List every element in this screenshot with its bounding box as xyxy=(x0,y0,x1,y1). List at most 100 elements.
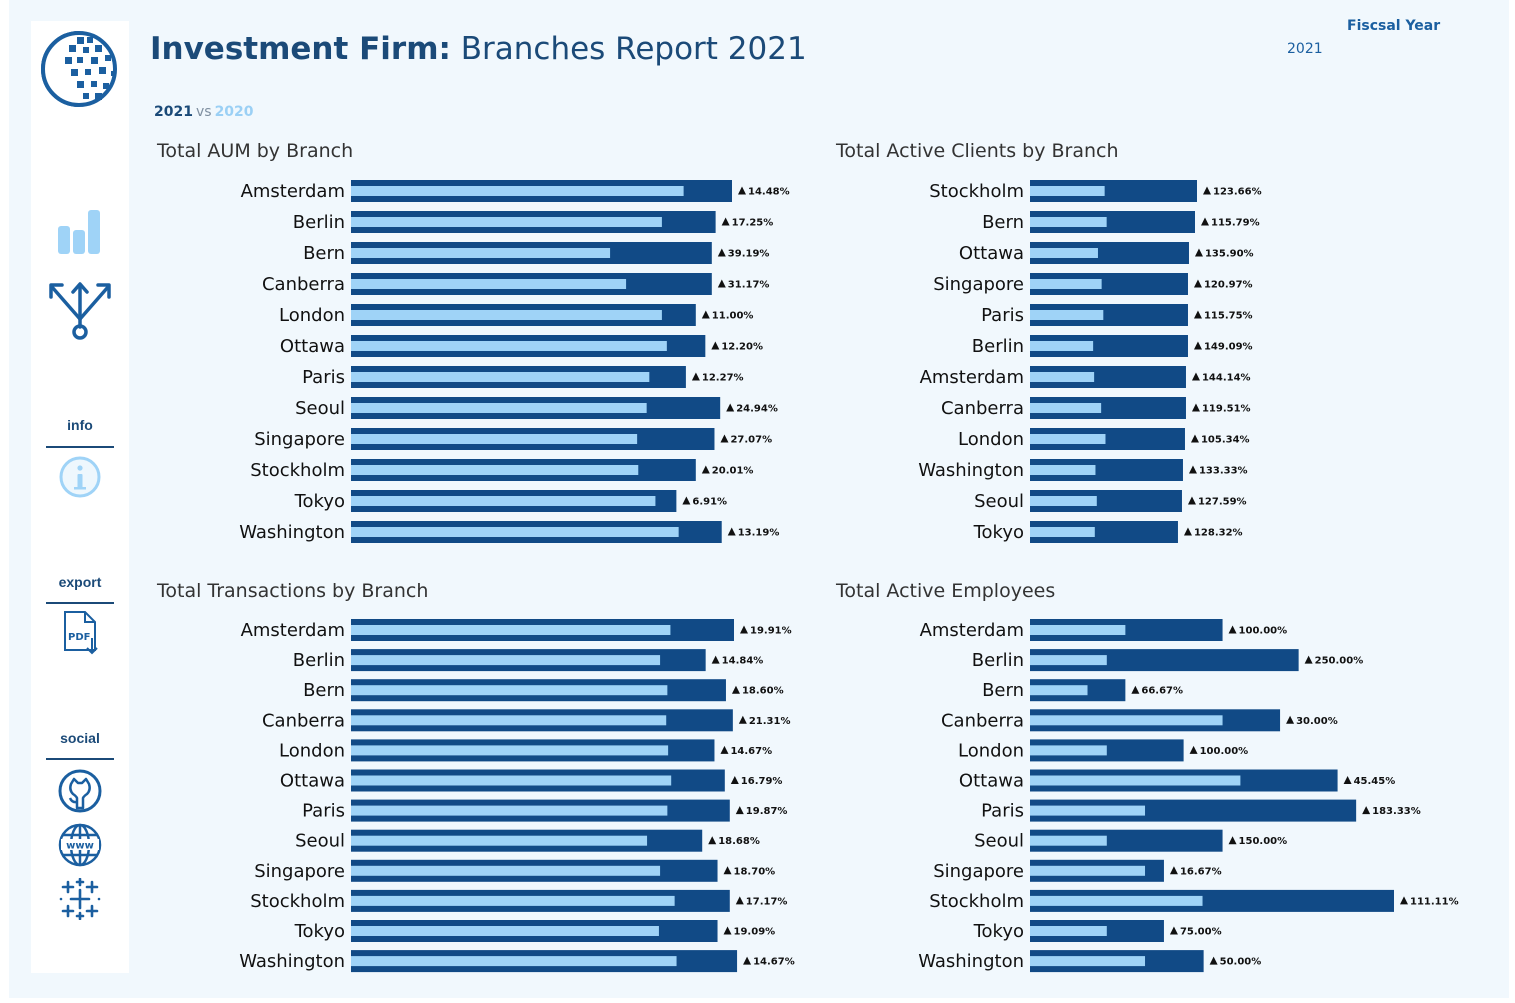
employees-paris-change-label: 183.33% xyxy=(1372,806,1421,817)
aum-seoul-bar-2020[interactable] xyxy=(351,403,647,413)
transactions-washington-category-label: Washington xyxy=(239,951,345,972)
employees-canberra-bar-2020[interactable] xyxy=(1030,715,1223,726)
employees-singapore-bar-2020[interactable] xyxy=(1030,865,1146,876)
employees-amsterdam-bar-2020[interactable] xyxy=(1030,625,1126,635)
transactions-tokyo-bar-2020[interactable] xyxy=(351,926,659,936)
employees-bern-increase-icon xyxy=(1131,685,1140,694)
employees-stockholm-bar-2020[interactable] xyxy=(1030,895,1203,906)
clients-canberra-category-label: Canberra xyxy=(941,398,1024,419)
employees-washington-bar-2020[interactable] xyxy=(1030,956,1146,967)
transactions-washington-increase-icon xyxy=(743,956,752,965)
employees-london-bar-2020[interactable] xyxy=(1030,745,1107,756)
page-title-report: Branches Report 2021 xyxy=(450,31,807,67)
clients-seoul-bar-2021[interactable] xyxy=(1030,490,1182,512)
employees-singapore-category-label: Singapore xyxy=(933,861,1024,882)
clients-paris-increase-icon xyxy=(1193,310,1202,319)
clients-washington-bar-2020[interactable] xyxy=(1030,465,1096,475)
aum-amsterdam-bar-2020[interactable] xyxy=(351,186,684,196)
aum-singapore-bar-2020[interactable] xyxy=(351,434,638,444)
clients-paris-bar-2020[interactable] xyxy=(1030,310,1104,320)
clients-tokyo-bar-2021[interactable] xyxy=(1030,521,1178,543)
clients-stockholm-bar-2021[interactable] xyxy=(1030,180,1197,202)
info-icon[interactable] xyxy=(58,455,102,499)
aum-paris-bar-2020[interactable] xyxy=(351,372,650,382)
transactions-bern-bar-2020[interactable] xyxy=(351,685,668,696)
aum-berlin-bar-2020[interactable] xyxy=(351,217,662,227)
employees-tokyo-bar-2020[interactable] xyxy=(1030,926,1107,936)
clients-amsterdam-change-label: 144.14% xyxy=(1202,373,1251,384)
pdf-export-icon[interactable]: PDF xyxy=(61,610,101,656)
employees-bern-bar-2020[interactable] xyxy=(1030,685,1088,696)
aum-washington-bar-2020[interactable] xyxy=(351,527,679,537)
employees-canberra-increase-icon xyxy=(1286,715,1295,724)
employees-seoul-increase-icon xyxy=(1228,836,1237,845)
transactions-berlin-bar-2020[interactable] xyxy=(351,655,661,666)
clients-seoul-bar-2020[interactable] xyxy=(1030,496,1097,506)
clients-bern-bar-2020[interactable] xyxy=(1030,217,1107,227)
legend-previous-year: 2020 xyxy=(214,104,254,120)
clients-canberra-bar-2020[interactable] xyxy=(1030,403,1102,413)
transactions-canberra-category-label: Canberra xyxy=(262,710,345,731)
transactions-seoul-bar-2020[interactable] xyxy=(351,835,648,846)
clients-london-bar-2021[interactable] xyxy=(1030,428,1185,450)
aum-stockholm-bar-2020[interactable] xyxy=(351,465,639,475)
clients-ottawa-bar-2020[interactable] xyxy=(1030,248,1098,258)
info-label: info xyxy=(67,417,93,433)
transactions-paris-change-label: 19.87% xyxy=(746,806,788,817)
github-icon[interactable] xyxy=(57,768,103,814)
website-globe-icon[interactable]: www xyxy=(57,822,103,868)
clients-singapore-bar-2021[interactable] xyxy=(1030,273,1188,295)
branches-icon[interactable] xyxy=(46,279,114,341)
employees-paris-bar-2021[interactable] xyxy=(1030,799,1357,822)
clients-paris-bar-2021[interactable] xyxy=(1030,304,1188,326)
aum-tokyo-bar-2020[interactable] xyxy=(351,496,656,506)
transactions-singapore-bar-2020[interactable] xyxy=(351,865,661,876)
tableau-icon[interactable] xyxy=(59,878,101,920)
clients-amsterdam-bar-2020[interactable] xyxy=(1030,372,1095,382)
employees-washington-change-label: 50.00% xyxy=(1220,957,1262,968)
clients-washington-bar-2021[interactable] xyxy=(1030,459,1183,481)
transactions-paris-bar-2020[interactable] xyxy=(351,805,668,816)
aum-canberra-bar-2020[interactable] xyxy=(351,279,627,289)
clients-london-bar-2020[interactable] xyxy=(1030,434,1106,444)
clients-berlin-category-label: Berlin xyxy=(972,336,1024,357)
aum-tokyo-change-label: 6.91% xyxy=(692,497,727,508)
clients-ottawa-bar-2021[interactable] xyxy=(1030,242,1189,264)
aum-ottawa-bar-2020[interactable] xyxy=(351,341,667,351)
employees-berlin-bar-2021[interactable] xyxy=(1030,649,1299,672)
aum-washington-category-label: Washington xyxy=(239,522,345,543)
employees-amsterdam-bar-2021[interactable] xyxy=(1030,619,1223,641)
employees-singapore-change-label: 16.67% xyxy=(1180,866,1222,877)
employees-stockholm-bar-2021[interactable] xyxy=(1030,889,1394,912)
aum-bern-bar-2020[interactable] xyxy=(351,248,611,258)
bar-chart-icon[interactable] xyxy=(56,208,104,256)
transactions-ottawa-bar-2020[interactable] xyxy=(351,775,672,786)
employees-paris-bar-2020[interactable] xyxy=(1030,805,1146,816)
clients-stockholm-bar-2020[interactable] xyxy=(1030,186,1105,196)
clients-berlin-bar-2021[interactable] xyxy=(1030,335,1188,357)
aum-bern-change-label: 39.19% xyxy=(728,249,770,260)
employees-seoul-bar-2021[interactable] xyxy=(1030,829,1223,852)
employees-ottawa-bar-2020[interactable] xyxy=(1030,775,1241,786)
transactions-canberra-bar-2020[interactable] xyxy=(351,715,667,726)
fiscal-year-filter-value[interactable]: 2021 xyxy=(1287,41,1323,57)
transactions-london-bar-2020[interactable] xyxy=(351,745,669,756)
transactions-washington-bar-2020[interactable] xyxy=(351,956,677,967)
clients-bar-chart: Stockholm 123.66% Bern 115.79% Ottawa 135.90%… xyxy=(918,180,1262,543)
employees-london-increase-icon xyxy=(1189,745,1198,754)
employees-paris-increase-icon xyxy=(1362,806,1371,815)
transactions-berlin-change-label: 14.84% xyxy=(722,656,764,667)
aum-london-bar-2020[interactable] xyxy=(351,310,662,320)
clients-tokyo-bar-2020[interactable] xyxy=(1030,527,1095,537)
clients-berlin-bar-2020[interactable] xyxy=(1030,341,1094,351)
transactions-amsterdam-bar-2020[interactable] xyxy=(351,625,671,635)
aum-canberra-change-label: 31.17% xyxy=(728,280,770,291)
employees-berlin-bar-2020[interactable] xyxy=(1030,655,1107,666)
clients-amsterdam-bar-2021[interactable] xyxy=(1030,366,1186,388)
clients-bern-bar-2021[interactable] xyxy=(1030,211,1195,233)
firm-logo-icon xyxy=(41,31,117,107)
clients-canberra-bar-2021[interactable] xyxy=(1030,397,1186,419)
clients-singapore-bar-2020[interactable] xyxy=(1030,279,1102,289)
employees-seoul-bar-2020[interactable] xyxy=(1030,835,1107,846)
transactions-stockholm-bar-2020[interactable] xyxy=(351,895,675,906)
